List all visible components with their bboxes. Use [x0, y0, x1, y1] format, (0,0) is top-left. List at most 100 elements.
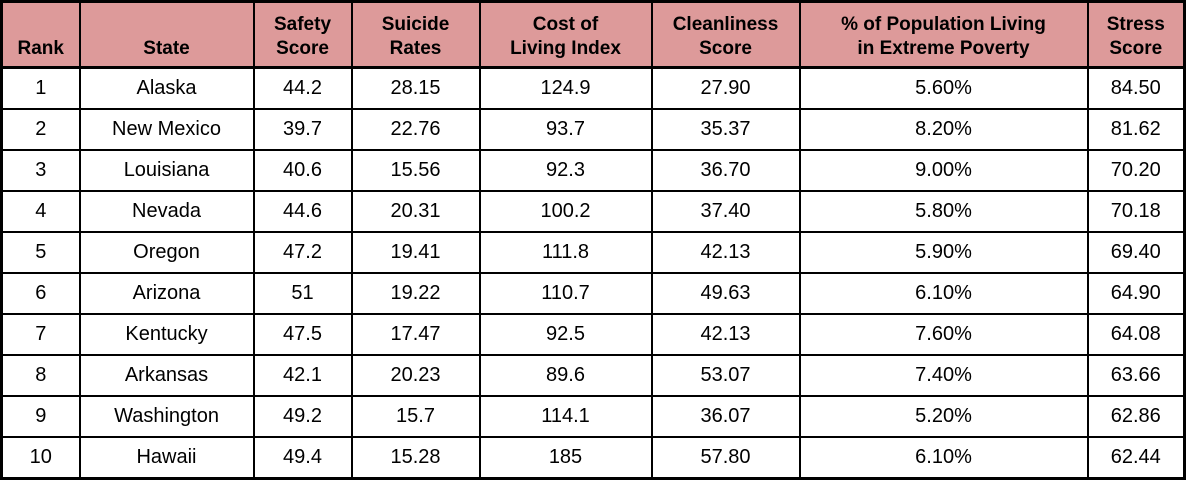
cell-safety-score: 44.2 [252, 66, 353, 110]
cell-rank: 3 [0, 149, 81, 192]
cell-rank: 5 [0, 231, 81, 274]
cell-cleanliness: 57.80 [650, 436, 801, 480]
cell-cost-of-living: 185 [478, 436, 653, 480]
cell-rank: 7 [0, 313, 81, 356]
col-header-cost-of-living-index: Cost of Living Index [478, 0, 653, 69]
cell-cost-of-living: 92.3 [478, 149, 653, 192]
cell-suicide-rates: 20.31 [350, 190, 481, 233]
cell-cleanliness: 42.13 [650, 231, 801, 274]
table-row: 9 Washington 49.2 15.7 114.1 36.07 5.20%… [0, 395, 1186, 438]
cell-state: Oregon [78, 231, 255, 274]
cell-poverty-pct: 5.20% [798, 395, 1089, 438]
col-header-extreme-poverty-pct: % of Population Living in Extreme Povert… [798, 0, 1089, 69]
cell-suicide-rates: 17.47 [350, 313, 481, 356]
cell-suicide-rates: 15.7 [350, 395, 481, 438]
cell-poverty-pct: 6.10% [798, 436, 1089, 480]
cell-cost-of-living: 93.7 [478, 108, 653, 151]
cell-state: Alaska [78, 66, 255, 110]
table-row: 10 Hawaii 49.4 15.28 185 57.80 6.10% 62.… [0, 436, 1186, 480]
cell-state: Washington [78, 395, 255, 438]
cell-cleanliness: 49.63 [650, 272, 801, 315]
table-row: 1 Alaska 44.2 28.15 124.9 27.90 5.60% 84… [0, 66, 1186, 110]
cell-safety-score: 44.6 [252, 190, 353, 233]
cell-stress-score: 64.08 [1086, 313, 1186, 356]
cell-poverty-pct: 5.60% [798, 66, 1089, 110]
cell-stress-score: 62.86 [1086, 395, 1186, 438]
cell-poverty-pct: 6.10% [798, 272, 1089, 315]
cell-stress-score: 63.66 [1086, 354, 1186, 397]
cell-stress-score: 81.62 [1086, 108, 1186, 151]
col-header-suicide-rates: Suicide Rates [350, 0, 481, 69]
cell-safety-score: 49.4 [252, 436, 353, 480]
cell-cost-of-living: 111.8 [478, 231, 653, 274]
cell-cleanliness: 27.90 [650, 66, 801, 110]
cell-poverty-pct: 7.60% [798, 313, 1089, 356]
cell-safety-score: 42.1 [252, 354, 353, 397]
table-row: 8 Arkansas 42.1 20.23 89.6 53.07 7.40% 6… [0, 354, 1186, 397]
cell-cleanliness: 36.07 [650, 395, 801, 438]
table-row: 2 New Mexico 39.7 22.76 93.7 35.37 8.20%… [0, 108, 1186, 151]
cell-stress-score: 84.50 [1086, 66, 1186, 110]
table-row: 5 Oregon 47.2 19.41 111.8 42.13 5.90% 69… [0, 231, 1186, 274]
cell-safety-score: 40.6 [252, 149, 353, 192]
cell-suicide-rates: 20.23 [350, 354, 481, 397]
cell-cost-of-living: 114.1 [478, 395, 653, 438]
cell-suicide-rates: 22.76 [350, 108, 481, 151]
table-row: 6 Arizona 51 19.22 110.7 49.63 6.10% 64.… [0, 272, 1186, 315]
cell-stress-score: 62.44 [1086, 436, 1186, 480]
table-row: 4 Nevada 44.6 20.31 100.2 37.40 5.80% 70… [0, 190, 1186, 233]
cell-cleanliness: 35.37 [650, 108, 801, 151]
cell-state: Arizona [78, 272, 255, 315]
cell-cleanliness: 37.40 [650, 190, 801, 233]
cell-cost-of-living: 124.9 [478, 66, 653, 110]
cell-rank: 8 [0, 354, 81, 397]
cell-poverty-pct: 5.90% [798, 231, 1089, 274]
cell-suicide-rates: 15.56 [350, 149, 481, 192]
cell-safety-score: 39.7 [252, 108, 353, 151]
cell-state: Hawaii [78, 436, 255, 480]
table-row: 3 Louisiana 40.6 15.56 92.3 36.70 9.00% … [0, 149, 1186, 192]
cell-suicide-rates: 19.22 [350, 272, 481, 315]
cell-rank: 10 [0, 436, 81, 480]
cell-rank: 4 [0, 190, 81, 233]
cell-rank: 2 [0, 108, 81, 151]
cell-cost-of-living: 110.7 [478, 272, 653, 315]
col-header-state: State [78, 0, 255, 69]
cell-state: New Mexico [78, 108, 255, 151]
cell-safety-score: 47.5 [252, 313, 353, 356]
cell-cleanliness: 53.07 [650, 354, 801, 397]
cell-suicide-rates: 28.15 [350, 66, 481, 110]
cell-poverty-pct: 5.80% [798, 190, 1089, 233]
col-header-stress-score: Stress Score [1086, 0, 1186, 69]
cell-cleanliness: 36.70 [650, 149, 801, 192]
cell-safety-score: 47.2 [252, 231, 353, 274]
cell-cost-of-living: 100.2 [478, 190, 653, 233]
cell-state: Louisiana [78, 149, 255, 192]
cell-rank: 9 [0, 395, 81, 438]
cell-stress-score: 69.40 [1086, 231, 1186, 274]
cell-safety-score: 49.2 [252, 395, 353, 438]
cell-stress-score: 64.90 [1086, 272, 1186, 315]
cell-state: Arkansas [78, 354, 255, 397]
cell-poverty-pct: 9.00% [798, 149, 1089, 192]
cell-cost-of-living: 92.5 [478, 313, 653, 356]
cell-stress-score: 70.18 [1086, 190, 1186, 233]
cell-suicide-rates: 15.28 [350, 436, 481, 480]
cell-cleanliness: 42.13 [650, 313, 801, 356]
cell-poverty-pct: 7.40% [798, 354, 1089, 397]
table-row: 7 Kentucky 47.5 17.47 92.5 42.13 7.60% 6… [0, 313, 1186, 356]
cell-state: Kentucky [78, 313, 255, 356]
col-header-safety-score: Safety Score [252, 0, 353, 69]
cell-rank: 6 [0, 272, 81, 315]
col-header-rank: Rank [0, 0, 81, 69]
cell-suicide-rates: 19.41 [350, 231, 481, 274]
cell-safety-score: 51 [252, 272, 353, 315]
cell-poverty-pct: 8.20% [798, 108, 1089, 151]
col-header-cleanliness-score: Cleanliness Score [650, 0, 801, 69]
cell-stress-score: 70.20 [1086, 149, 1186, 192]
cell-state: Nevada [78, 190, 255, 233]
cell-rank: 1 [0, 66, 81, 110]
header-row: Rank State Safety Score Suicide Rates Co… [0, 0, 1186, 69]
